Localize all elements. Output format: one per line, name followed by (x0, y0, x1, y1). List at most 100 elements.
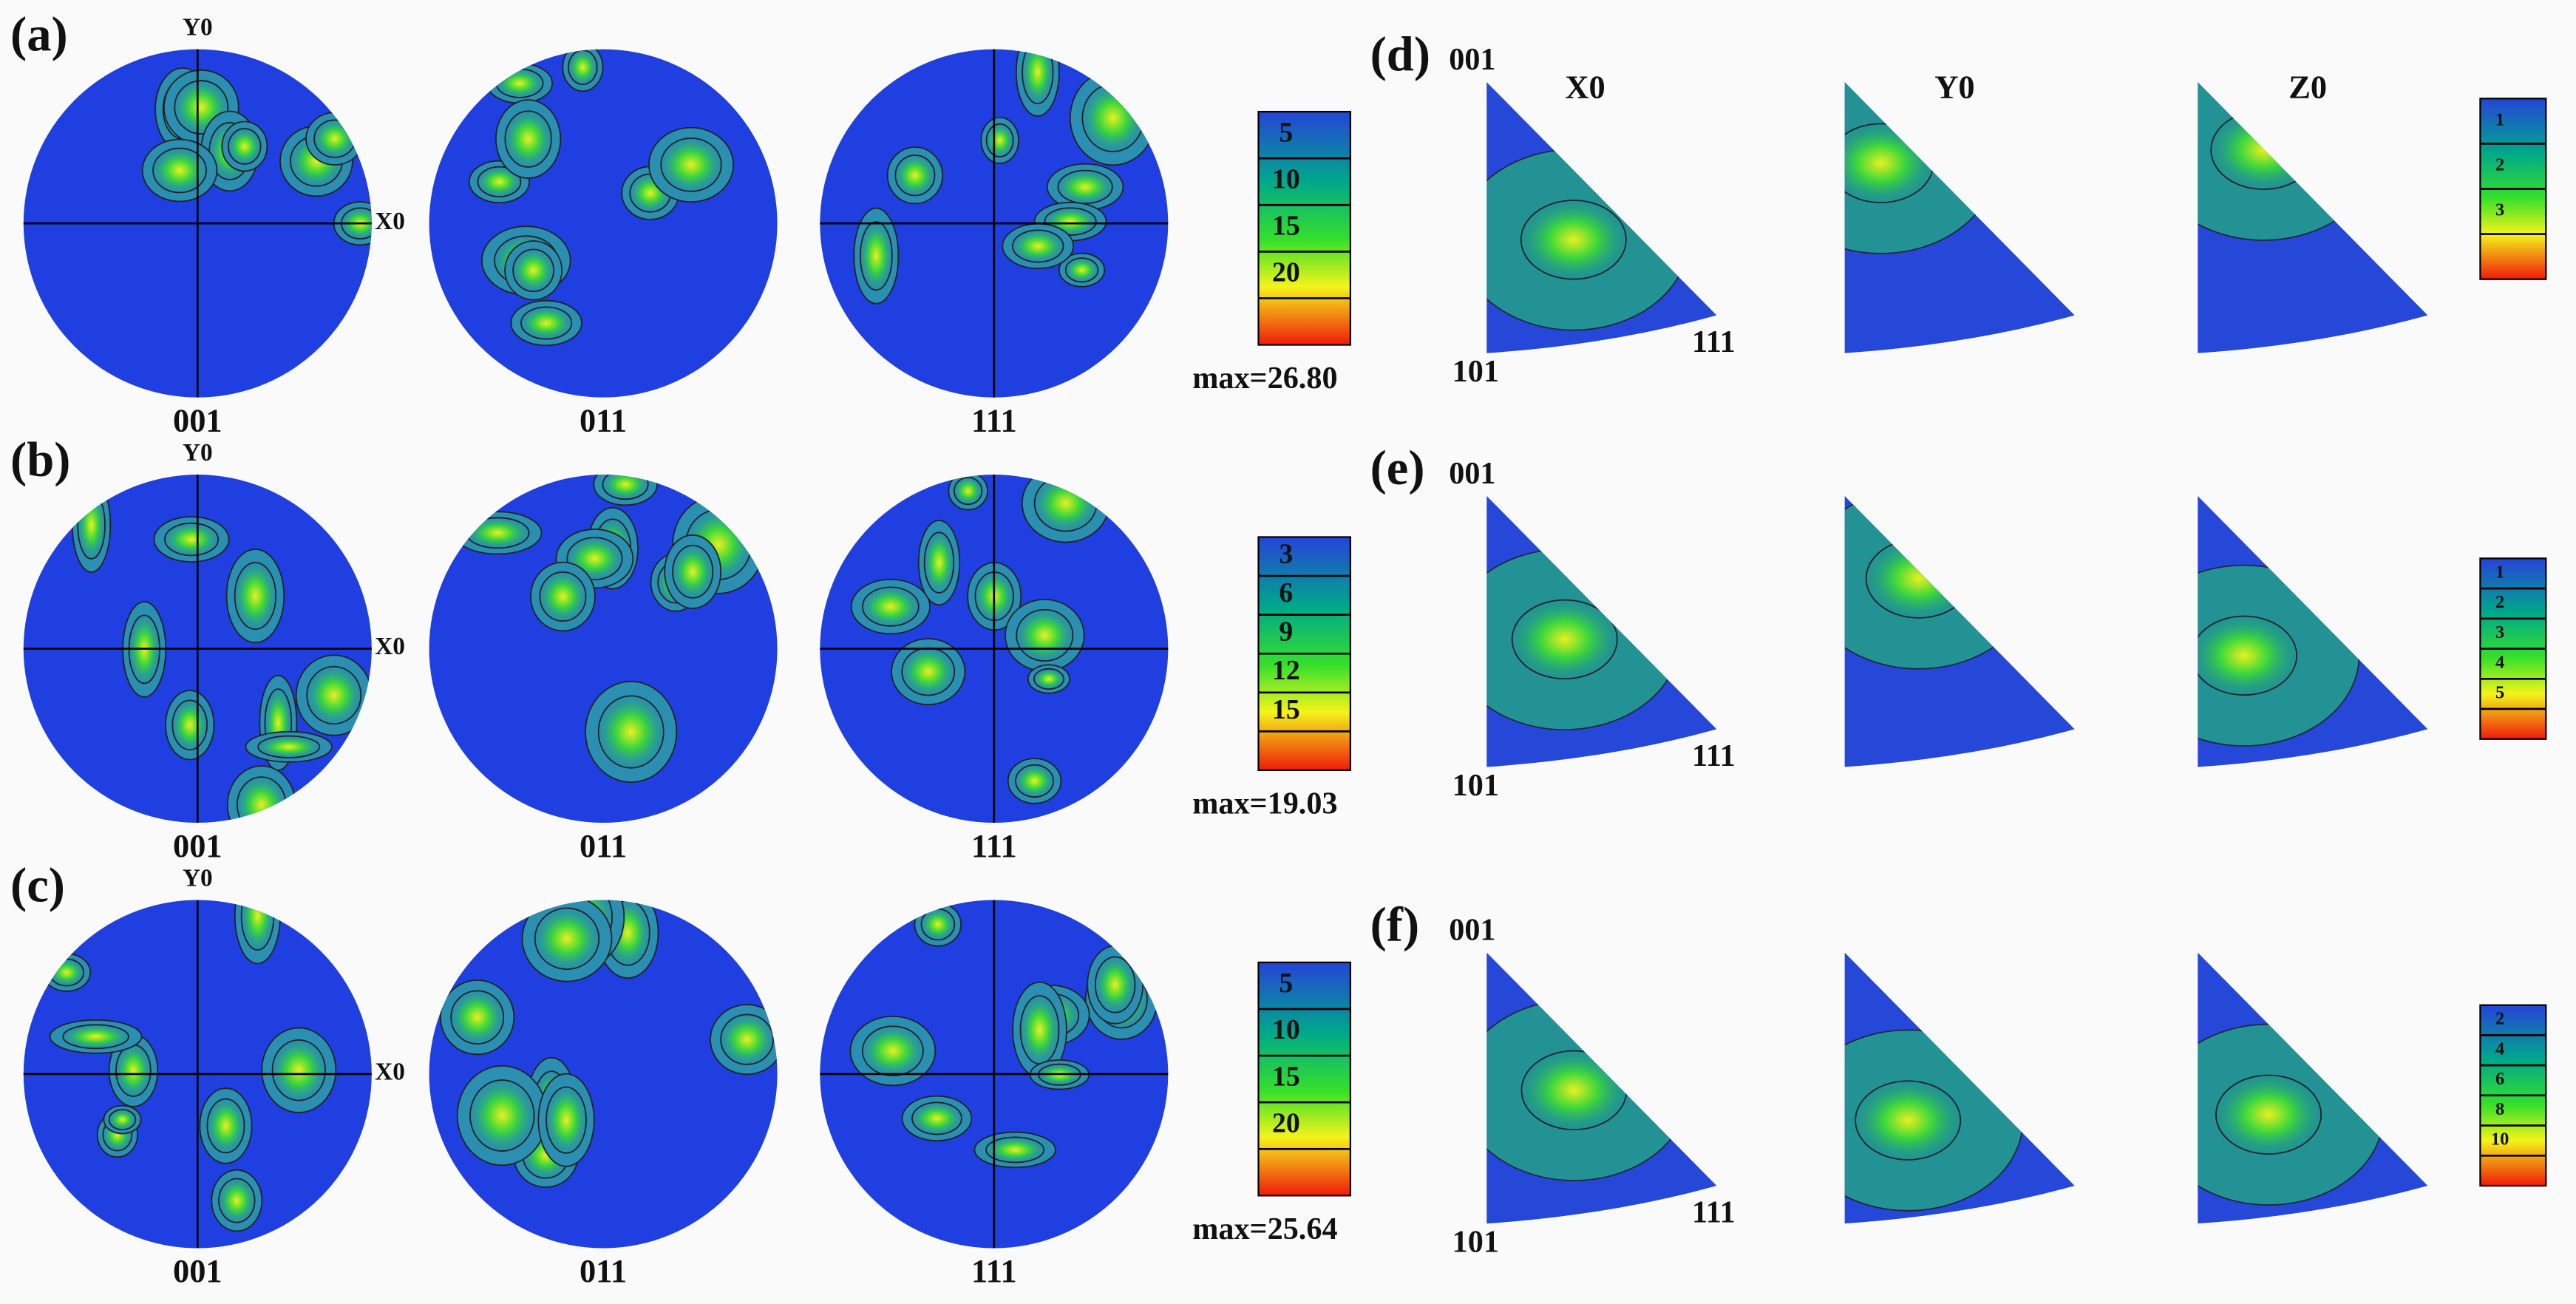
colorbar-tick-label: 15 (1272, 210, 1300, 241)
panel-label: (f) (1370, 898, 1420, 952)
colorbar-tick-label: 1 (2495, 109, 2504, 129)
corner-label: 001 (1449, 456, 1495, 491)
colorbar-tick-label: 2 (2495, 155, 2504, 175)
colorbar-tick-label: 3 (2495, 622, 2504, 642)
contour (923, 532, 955, 594)
contour (108, 1109, 137, 1131)
contour (49, 958, 84, 987)
contour (860, 221, 893, 291)
axis-label: Y0 (183, 14, 213, 41)
contour (237, 776, 287, 824)
colorbar-tick-label: 20 (1272, 1107, 1300, 1138)
contour (1057, 169, 1113, 205)
colorbar-tick-label: 12 (1272, 655, 1300, 686)
figure-label: 011 (580, 827, 627, 864)
contour (228, 128, 262, 165)
intensity-contours (440, 900, 778, 1188)
colorbar-tick-label: 6 (2495, 1069, 2504, 1089)
figure-label: 011 (580, 1252, 627, 1289)
contour (1015, 764, 1054, 798)
contour (115, 1044, 152, 1097)
max-label: max=25.64 (1192, 1212, 1337, 1246)
contour (954, 477, 983, 506)
contour (660, 137, 722, 192)
axis-label: X0 (375, 208, 405, 235)
intensity-contours (1486, 149, 1690, 331)
contour (1520, 200, 1627, 280)
contour (77, 491, 106, 560)
contour (520, 306, 573, 340)
contour (2215, 1074, 2322, 1155)
colorbar-tick-label: 15 (1272, 694, 1300, 725)
contour (306, 665, 362, 725)
contour (257, 735, 321, 758)
colorbar-tick-label: 2 (2495, 592, 2504, 612)
intensity-contours (1486, 548, 1681, 731)
corner-label: 111 (1692, 325, 1736, 359)
max-label: max=19.03 (1192, 787, 1337, 821)
contour (2210, 109, 2317, 190)
contour (1033, 668, 1064, 690)
colorbar-tick-label: 2 (2495, 1009, 2504, 1029)
contour (901, 647, 956, 696)
contour (534, 907, 600, 970)
intensity-contours (42, 900, 337, 1232)
column-header: Z0 (2288, 68, 2327, 105)
contour (1520, 1050, 1628, 1131)
corner-label: 111 (1692, 738, 1736, 773)
colorbar-tick-label: 6 (1279, 577, 1293, 608)
intensity-contours (2198, 1023, 2385, 1206)
figure-label: 001 (173, 827, 222, 864)
colorbar-tick-label: 10 (2491, 1130, 2509, 1150)
colorbar-tick-label: 15 (1272, 1061, 1300, 1092)
contour (1033, 475, 1098, 532)
contour (861, 1025, 924, 1076)
contour (920, 908, 956, 941)
contour (672, 545, 714, 599)
column-header: Y0 (1934, 68, 1974, 105)
intensity-contours (2198, 82, 2379, 241)
contour (218, 1178, 256, 1223)
contour (450, 990, 505, 1045)
figure-label: 111 (971, 1252, 1017, 1289)
colorbar-tick-label: 5 (2495, 682, 2504, 702)
corner-label: 001 (1449, 913, 1495, 948)
colorbar-tick-label: 4 (2495, 653, 2504, 673)
intensity-contours (1486, 999, 1690, 1181)
contour (568, 50, 598, 85)
colorbar-tick-label: 3 (1279, 538, 1293, 569)
contour (597, 695, 665, 769)
contour (313, 119, 356, 158)
corner-label: 101 (1452, 1225, 1499, 1260)
contour (1016, 608, 1074, 662)
contour (504, 110, 552, 168)
corner-label: 101 (1452, 768, 1499, 803)
contour (164, 522, 220, 557)
panel-label: (d) (1370, 27, 1430, 81)
contour (1019, 995, 1060, 1065)
contour (477, 166, 522, 197)
contour (1844, 123, 1934, 203)
intensity-contours (850, 475, 1110, 804)
axis-label: Y0 (183, 439, 213, 466)
contour (206, 1098, 245, 1154)
contour (1094, 956, 1136, 1013)
max-label: max=26.80 (1192, 361, 1337, 395)
axis-label: Y0 (183, 864, 213, 892)
contour (234, 562, 277, 631)
figure-label: 111 (971, 401, 1017, 438)
panel-label: (b) (10, 433, 70, 487)
contour (985, 123, 1014, 157)
axis-label: X0 (375, 1059, 405, 1086)
contour (720, 1013, 774, 1065)
contour (1064, 257, 1099, 283)
contour (62, 1024, 129, 1050)
colorbar-tick-label: 1 (2495, 562, 2504, 582)
axis-label: X0 (375, 633, 405, 660)
intensity-contours (2198, 564, 2360, 747)
intensity-contours (1844, 495, 2035, 670)
contour (1012, 229, 1064, 263)
colorbar-tick-label: 10 (1272, 163, 1300, 194)
corner-label: 001 (1449, 42, 1495, 77)
colorbar (1257, 110, 1352, 346)
